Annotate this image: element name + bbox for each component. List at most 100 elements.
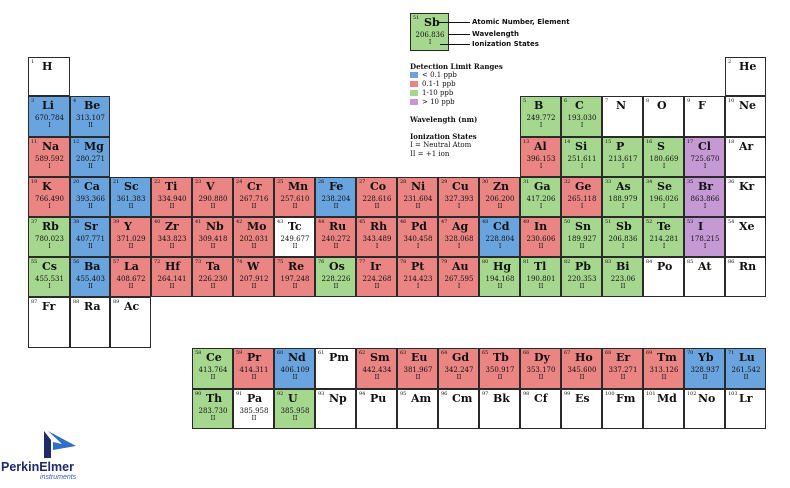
element-symbol: Ac — [124, 300, 140, 313]
atomic-number: 89 — [113, 299, 120, 305]
element-cell-cs: 55 Cs 455.531 I — [28, 257, 70, 297]
element-symbol: Be — [84, 99, 101, 112]
element-cell-pm: 61 Pm — [315, 348, 356, 389]
element-symbol: Cu — [452, 180, 469, 193]
atomic-number: 65 — [482, 350, 489, 356]
element-symbol: Ra — [84, 300, 101, 313]
atomic-number: 86 — [728, 259, 735, 265]
atomic-number: 23 — [195, 179, 202, 185]
ionization-state: II — [169, 283, 175, 290]
element-symbol: C — [575, 99, 584, 112]
atomic-number: 73 — [195, 259, 202, 265]
ionization-state: II — [661, 374, 667, 381]
ionization-state: II — [292, 415, 298, 422]
wavelength-value: 350.917 — [485, 366, 515, 374]
element-cell-y: 39 Y 371.029 II — [110, 217, 151, 257]
atomic-number: 52 — [646, 219, 653, 225]
element-cell-in: 49 In 230.606 II — [520, 217, 561, 257]
wavelength-value: 261.542 — [731, 366, 761, 374]
element-cell-pa: 91 Pa 385.958 II — [233, 389, 274, 429]
atomic-number: 5 — [523, 98, 527, 104]
element-cell-sn: 50 Sn 189.927 II — [561, 217, 602, 257]
element-symbol: Al — [534, 140, 547, 153]
element-cell-lu: 71 Lu 261.542 II — [725, 348, 766, 389]
ionization-state: II — [415, 374, 421, 381]
wavelength-value: 188.979 — [608, 195, 638, 203]
ionization-state: II — [743, 374, 749, 381]
element-symbol: S — [657, 140, 665, 153]
element-cell-ce: 58 Ce 413.764 II — [192, 348, 233, 389]
element-cell-ni: 28 Ni 231.604 II — [397, 177, 438, 217]
element-cell-na: 11 Na 589.592 I — [28, 137, 70, 177]
ionization-state: II — [210, 283, 216, 290]
element-cell-co: 27 Co 228.616 II — [356, 177, 397, 217]
key-label-wavelength: Wavelength — [472, 30, 519, 38]
atomic-number: 39 — [113, 219, 120, 225]
element-symbol: Md — [657, 392, 677, 405]
wavelength-value: 228.804 — [485, 235, 515, 243]
atomic-number: 17 — [687, 139, 694, 145]
atomic-number: 97 — [482, 391, 489, 397]
wavelength-value: 313.126 — [649, 366, 679, 374]
atomic-number: 78 — [400, 259, 407, 265]
wavelength-value: 251.611 — [567, 155, 597, 163]
atomic-number: 48 — [482, 219, 489, 225]
atomic-number: 3 — [31, 98, 35, 104]
atomic-number: 9 — [687, 98, 691, 104]
element-symbol: Cs — [42, 260, 57, 273]
atomic-number: 55 — [31, 259, 38, 265]
element-cell-cd: 48 Cd 228.804 I — [479, 217, 520, 257]
ionization-state: II — [497, 283, 503, 290]
ionization-state: II — [579, 243, 585, 250]
brand-subtitle: instruments — [40, 474, 77, 481]
atomic-number: 54 — [728, 219, 735, 225]
element-symbol: Os — [329, 260, 345, 273]
element-symbol: Ar — [739, 140, 754, 153]
element-cell-li: 3 Li 670.784 I — [28, 96, 70, 137]
element-symbol: Rh — [370, 220, 388, 233]
element-cell-au: 79 Au 267.595 I — [438, 257, 479, 297]
atomic-number: 31 — [523, 179, 530, 185]
element-symbol: Gd — [452, 351, 470, 364]
wavelength-value: 361.383 — [116, 195, 146, 203]
wavelength-value: 381.967 — [403, 366, 433, 374]
wavelength-value: 180.669 — [649, 155, 679, 163]
key-line-element — [438, 22, 470, 23]
wavelength-value: 442.434 — [362, 366, 392, 374]
element-symbol: Rn — [739, 260, 757, 273]
wavelength-value: 257.610 — [280, 195, 310, 203]
element-cell-xe: 54 Xe — [725, 217, 766, 257]
ionization-state: I — [580, 203, 584, 210]
element-cell-nd: 60 Nd 406.109 II — [274, 348, 315, 389]
element-symbol: I — [698, 220, 704, 233]
element-cell-la: 57 La 408.672 II — [110, 257, 151, 297]
wavelength-value: 343.489 — [362, 235, 392, 243]
element-symbol: N — [616, 99, 627, 112]
element-symbol: Ca — [84, 180, 100, 193]
ionization-state: II — [251, 283, 257, 290]
wavelength-value: 196.026 — [649, 195, 679, 203]
element-cell-w: 74 W 207.912 II — [233, 257, 274, 297]
element-cell-pr: 59 Pr 414.311 II — [233, 348, 274, 389]
element-symbol: Nd — [288, 351, 306, 364]
legend-item: < 0.1 ppb — [410, 71, 520, 80]
wavelength-value: 267.595 — [444, 275, 474, 283]
element-symbol: Re — [288, 260, 305, 273]
wavelength-value: 414.311 — [239, 366, 269, 374]
ionization-state: II — [497, 374, 503, 381]
atomic-number: 101 — [646, 391, 656, 397]
ionization-state: II — [538, 374, 544, 381]
element-cell-rb: 37 Rb 780.023 I — [28, 217, 70, 257]
wavelength-value: 455.531 — [35, 275, 64, 283]
atomic-number: 77 — [359, 259, 366, 265]
element-cell-bi: 83 Bi 223.06 II — [602, 257, 643, 297]
ionization-state: I — [662, 243, 666, 250]
element-cell-cm: 96 Cm — [438, 389, 479, 429]
atomic-number: 62 — [359, 350, 366, 356]
element-cell-tc: 43 Tc 249.677 II — [274, 217, 315, 257]
ionization-state: II — [333, 203, 339, 210]
atomic-number: 64 — [441, 350, 448, 356]
legend-swatch-green — [410, 90, 418, 96]
atomic-number: 21 — [113, 179, 120, 185]
element-symbol: Po — [657, 260, 673, 273]
